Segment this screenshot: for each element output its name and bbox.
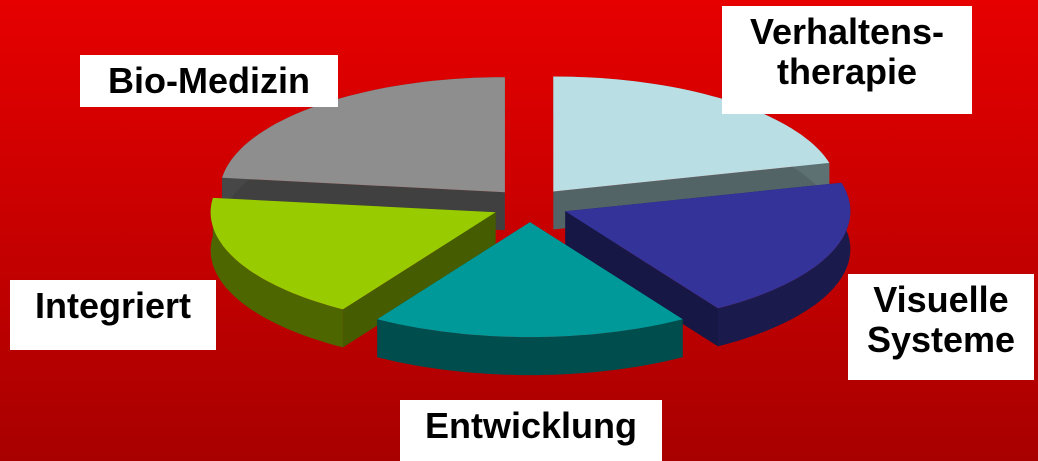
slice-wall — [377, 319, 683, 376]
slice-label: Integriert — [10, 280, 216, 350]
slice-wall — [210, 197, 343, 348]
slice-label: Bio-Medizin — [80, 55, 338, 107]
pie-slice — [210, 197, 496, 348]
slice-top — [377, 222, 683, 338]
slice-top — [222, 77, 505, 193]
slice-label: Verhaltens- therapie — [722, 6, 972, 114]
slice-side — [565, 211, 718, 347]
pie-slice — [565, 182, 851, 347]
slice-top — [210, 197, 496, 310]
slice-wall — [718, 182, 851, 347]
slice-label: Entwicklung — [400, 400, 662, 461]
slice-label: Visuelle Systeme — [848, 274, 1034, 380]
slice-top — [565, 182, 851, 309]
pie-slice — [377, 222, 683, 376]
slice-top — [553, 76, 830, 192]
